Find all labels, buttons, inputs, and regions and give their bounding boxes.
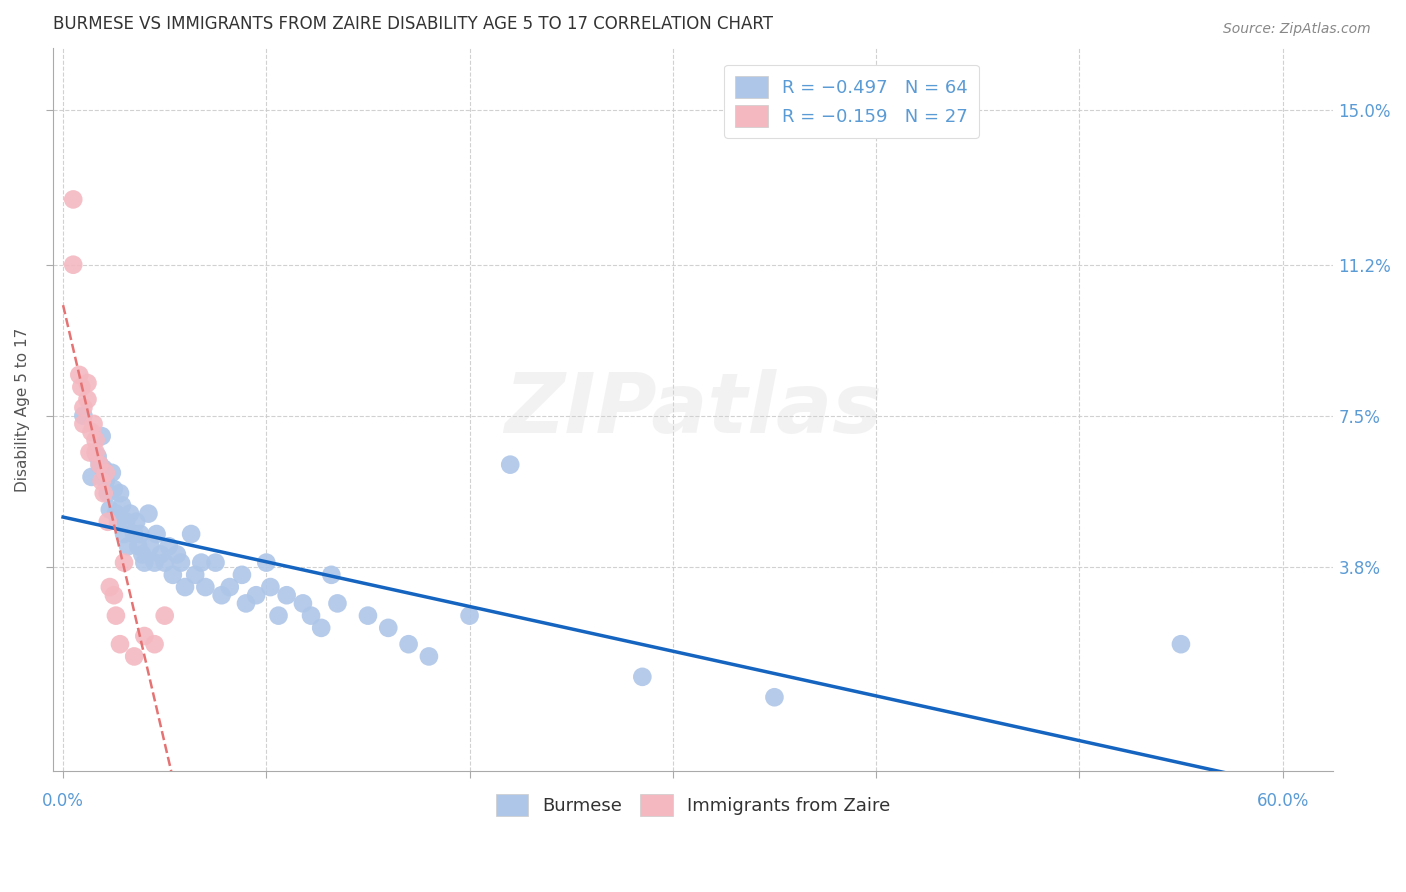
Point bbox=[125, 515, 148, 529]
Point bbox=[204, 556, 226, 570]
Point bbox=[129, 527, 152, 541]
Point bbox=[631, 670, 654, 684]
Point bbox=[103, 588, 125, 602]
Point bbox=[153, 608, 176, 623]
Point bbox=[90, 429, 112, 443]
Text: 60.0%: 60.0% bbox=[1257, 792, 1309, 810]
Point bbox=[104, 507, 127, 521]
Point bbox=[138, 507, 160, 521]
Text: ZIPatlas: ZIPatlas bbox=[505, 369, 882, 450]
Point bbox=[79, 445, 101, 459]
Y-axis label: Disability Age 5 to 17: Disability Age 5 to 17 bbox=[15, 327, 30, 491]
Point bbox=[267, 608, 290, 623]
Point bbox=[122, 649, 145, 664]
Point bbox=[103, 482, 125, 496]
Point bbox=[80, 470, 103, 484]
Point bbox=[98, 580, 121, 594]
Point bbox=[84, 433, 107, 447]
Point bbox=[80, 425, 103, 439]
Point bbox=[112, 527, 135, 541]
Point bbox=[166, 548, 188, 562]
Point bbox=[89, 458, 111, 472]
Point bbox=[76, 392, 98, 407]
Point bbox=[94, 474, 117, 488]
Point bbox=[131, 548, 153, 562]
Point bbox=[299, 608, 322, 623]
Point bbox=[83, 417, 105, 431]
Text: BURMESE VS IMMIGRANTS FROM ZAIRE DISABILITY AGE 5 TO 17 CORRELATION CHART: BURMESE VS IMMIGRANTS FROM ZAIRE DISABIL… bbox=[53, 15, 773, 33]
Point bbox=[72, 417, 94, 431]
Point bbox=[93, 486, 115, 500]
Point bbox=[143, 637, 166, 651]
Point bbox=[97, 486, 120, 500]
Point bbox=[86, 450, 108, 464]
Point bbox=[104, 608, 127, 623]
Point bbox=[89, 458, 111, 472]
Point bbox=[291, 596, 314, 610]
Point bbox=[1170, 637, 1192, 651]
Point bbox=[112, 556, 135, 570]
Point bbox=[122, 527, 145, 541]
Point bbox=[62, 193, 84, 207]
Point bbox=[309, 621, 332, 635]
Point bbox=[107, 515, 129, 529]
Point bbox=[134, 556, 156, 570]
Point bbox=[418, 649, 440, 664]
Text: Source: ZipAtlas.com: Source: ZipAtlas.com bbox=[1223, 22, 1371, 37]
Legend: Burmese, Immigrants from Zaire: Burmese, Immigrants from Zaire bbox=[485, 783, 901, 827]
Point bbox=[72, 409, 94, 423]
Point bbox=[143, 556, 166, 570]
Point bbox=[276, 588, 298, 602]
Point bbox=[398, 637, 420, 651]
Point bbox=[162, 567, 184, 582]
Point bbox=[763, 690, 786, 705]
Point bbox=[139, 539, 162, 553]
Point bbox=[90, 474, 112, 488]
Point bbox=[145, 527, 167, 541]
Point bbox=[70, 380, 93, 394]
Point bbox=[180, 527, 202, 541]
Point bbox=[326, 596, 349, 610]
Point bbox=[97, 515, 120, 529]
Point bbox=[218, 580, 240, 594]
Text: 0.0%: 0.0% bbox=[42, 792, 84, 810]
Point bbox=[93, 461, 115, 475]
Point bbox=[101, 466, 124, 480]
Point bbox=[174, 580, 197, 594]
Point bbox=[153, 556, 176, 570]
Point bbox=[117, 539, 139, 553]
Point bbox=[108, 637, 131, 651]
Point bbox=[134, 629, 156, 643]
Point bbox=[458, 608, 481, 623]
Point bbox=[231, 567, 253, 582]
Point bbox=[72, 401, 94, 415]
Point bbox=[184, 567, 207, 582]
Point bbox=[170, 556, 193, 570]
Point bbox=[157, 539, 180, 553]
Point bbox=[111, 499, 134, 513]
Point bbox=[357, 608, 380, 623]
Point bbox=[377, 621, 399, 635]
Point bbox=[84, 445, 107, 459]
Point bbox=[259, 580, 281, 594]
Point bbox=[98, 502, 121, 516]
Point bbox=[108, 486, 131, 500]
Point bbox=[190, 556, 212, 570]
Point bbox=[499, 458, 522, 472]
Point bbox=[115, 515, 138, 529]
Point bbox=[194, 580, 217, 594]
Point bbox=[245, 588, 267, 602]
Point bbox=[235, 596, 257, 610]
Point bbox=[76, 376, 98, 390]
Point bbox=[94, 466, 117, 480]
Point bbox=[120, 507, 142, 521]
Point bbox=[149, 548, 172, 562]
Point bbox=[127, 539, 149, 553]
Point bbox=[321, 567, 343, 582]
Point bbox=[62, 258, 84, 272]
Point bbox=[254, 556, 277, 570]
Point bbox=[211, 588, 233, 602]
Point bbox=[67, 368, 90, 382]
